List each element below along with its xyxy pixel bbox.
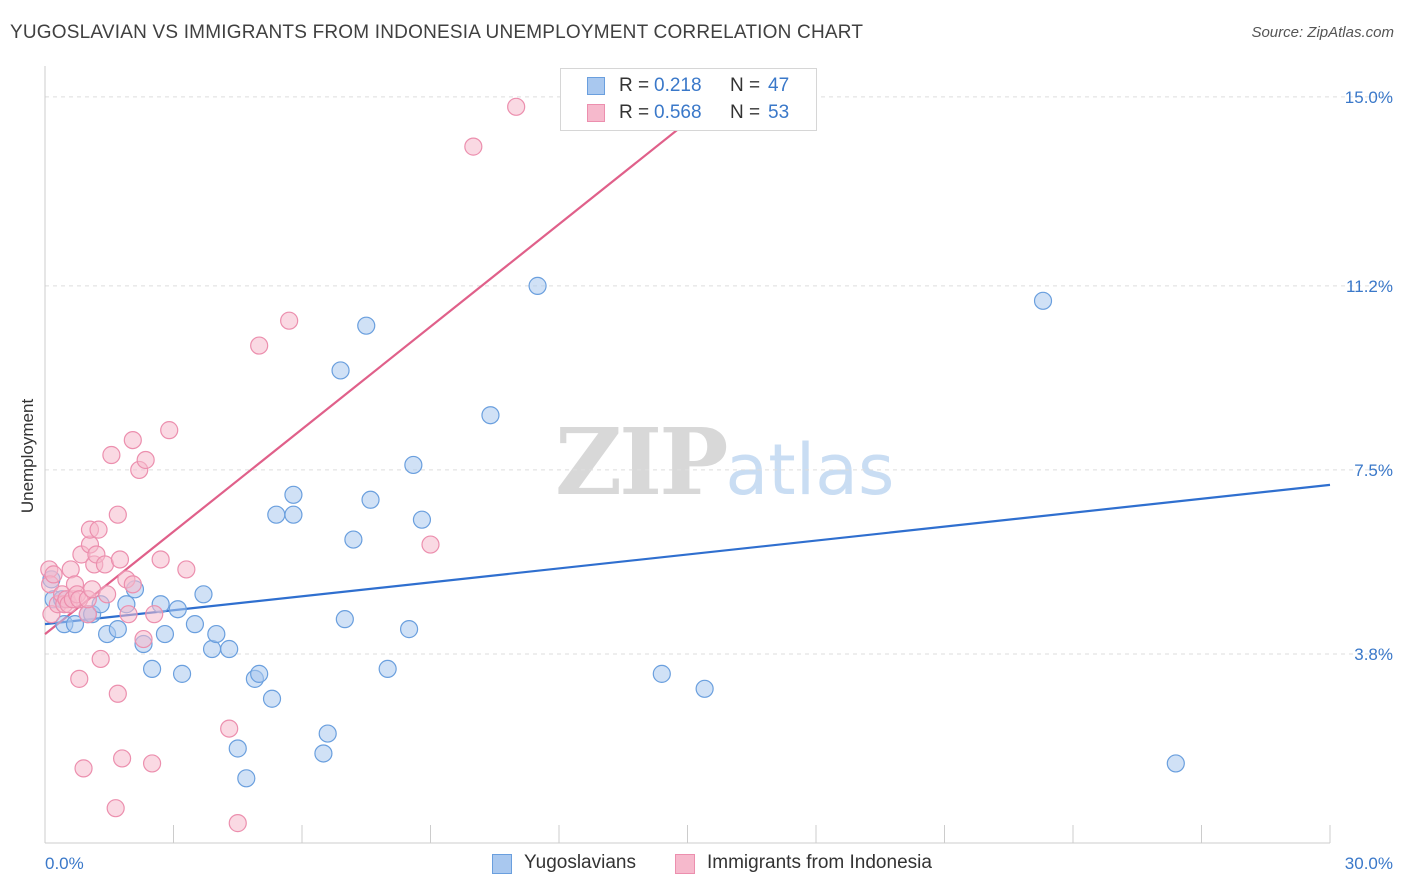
indonesia-point: [106, 799, 125, 818]
indonesia-point: [70, 669, 89, 688]
yugoslavian-point: [142, 659, 162, 679]
legend-r-label: R =: [619, 75, 650, 96]
indonesia-point: [250, 336, 269, 355]
indonesia-point: [98, 585, 117, 604]
indonesia-point: [102, 445, 121, 465]
indonesia-point: [507, 97, 526, 116]
legend-swatch-pink: [587, 104, 605, 122]
indonesia-point: [134, 629, 153, 649]
indonesia-point: [464, 137, 483, 156]
yugoslavian-point: [361, 490, 380, 509]
indonesia-point: [280, 311, 299, 330]
yugoslavian-point: [1166, 754, 1185, 773]
yugoslavian-point: [172, 664, 192, 683]
legend-swatch-pink: [675, 854, 695, 874]
yugoslavian-point: [207, 624, 226, 644]
axes: [44, 66, 1331, 844]
yugoslavian-point: [481, 406, 500, 425]
yugoslavian-point: [168, 600, 187, 619]
yugoslavian-point: [284, 485, 303, 504]
legend-n-label: N =: [730, 75, 761, 96]
indonesia-point: [220, 719, 239, 738]
yugoslavian-point: [250, 664, 269, 683]
yugoslavian-point: [412, 510, 432, 529]
indonesia-point: [108, 684, 127, 703]
yugoslavian-trendline: [44, 483, 1331, 626]
indonesia-point: [44, 565, 63, 584]
indonesia-point: [160, 421, 179, 440]
yugoslavian-point: [378, 659, 397, 679]
indonesia-point: [61, 560, 80, 579]
yugoslavian-point: [404, 455, 423, 475]
yugoslavian-point: [344, 530, 363, 549]
indonesia-trendline: [44, 120, 689, 635]
indonesia-point: [108, 505, 127, 524]
indonesia-point: [123, 430, 142, 450]
yugoslavian-point: [318, 724, 337, 743]
indonesia-point: [136, 450, 155, 470]
data-points: [40, 97, 1185, 833]
source-label: Source: ZipAtlas.com: [1251, 24, 1394, 41]
yugoslavian-point: [357, 316, 376, 335]
yugoslavian-point: [155, 624, 175, 644]
yugoslavian-point: [399, 620, 419, 639]
yugoslavian-point: [1033, 291, 1053, 310]
y-tick-label: 3.8%: [1354, 645, 1393, 664]
grid: [45, 96, 1392, 655]
yugoslavian-point: [284, 505, 303, 524]
yugoslavian-point: [314, 744, 333, 763]
yugoslavian-point: [185, 615, 205, 634]
indonesia-point: [89, 520, 108, 539]
yugoslavian-point: [65, 615, 85, 634]
legend-n-value: 53: [768, 102, 790, 123]
indonesia-point: [119, 605, 138, 624]
trendlines: [44, 120, 1331, 635]
legend-n-label: N =: [730, 102, 761, 123]
indonesia-point: [110, 550, 130, 569]
yugoslavian-point: [202, 639, 222, 659]
yugoslavian-point: [652, 664, 671, 683]
indonesia-point: [91, 649, 110, 669]
legend-swatch-blue: [492, 854, 512, 874]
indonesia-point: [112, 749, 132, 768]
legend-r-label: R =: [619, 102, 650, 123]
legend-r-value: 0.218: [654, 75, 702, 96]
y-tick-label: 11.2%: [1346, 277, 1393, 296]
legend-swatch-blue: [587, 77, 605, 95]
yugoslavian-point: [528, 276, 547, 295]
x-tick-label: 30.0%: [1345, 854, 1393, 873]
yugoslavian-point: [108, 620, 127, 639]
watermark-zip: ZIP: [555, 408, 728, 516]
yugoslavian-point: [237, 769, 256, 788]
y-tick-label: 7.5%: [1354, 461, 1393, 480]
yugoslavian-point: [335, 610, 354, 629]
yugoslavian-point: [220, 639, 239, 659]
indonesia-point: [177, 560, 196, 579]
yugoslavian-point: [228, 739, 247, 758]
watermark: ZIPatlas: [555, 408, 895, 516]
yugoslavian-point: [695, 679, 714, 698]
stats-legend: R = 0.218 N = 47 R = 0.568 N = 53: [560, 68, 817, 131]
legend-n-value: 47: [768, 75, 790, 96]
yugoslavian-point: [331, 361, 350, 380]
tick-labels: 3.8% 7.5% 11.2% 15.0% 0.0% 30.0%: [45, 88, 1393, 873]
legend-label: Immigrants from Indonesia: [707, 852, 932, 873]
indonesia-point: [142, 754, 162, 773]
indonesia-point: [123, 575, 142, 594]
x-tick-label: 0.0%: [45, 854, 84, 873]
indonesia-point: [228, 814, 247, 833]
indonesia-point: [151, 550, 170, 569]
yugoslavian-point: [194, 585, 213, 604]
indonesia-point: [421, 535, 440, 554]
y-tick-label: 15.0%: [1345, 88, 1393, 107]
watermark-atlas: atlas: [725, 429, 895, 511]
indonesia-point: [74, 759, 93, 778]
legend-label: Yugoslavians: [524, 852, 636, 873]
chart-title: YUGOSLAVIAN VS IMMIGRANTS FROM INDONESIA…: [10, 22, 864, 43]
legend-r-value: 0.568: [654, 102, 702, 123]
yugoslavian-point: [267, 505, 286, 524]
indonesia-point: [145, 605, 164, 624]
yugoslavian-point: [262, 689, 282, 708]
